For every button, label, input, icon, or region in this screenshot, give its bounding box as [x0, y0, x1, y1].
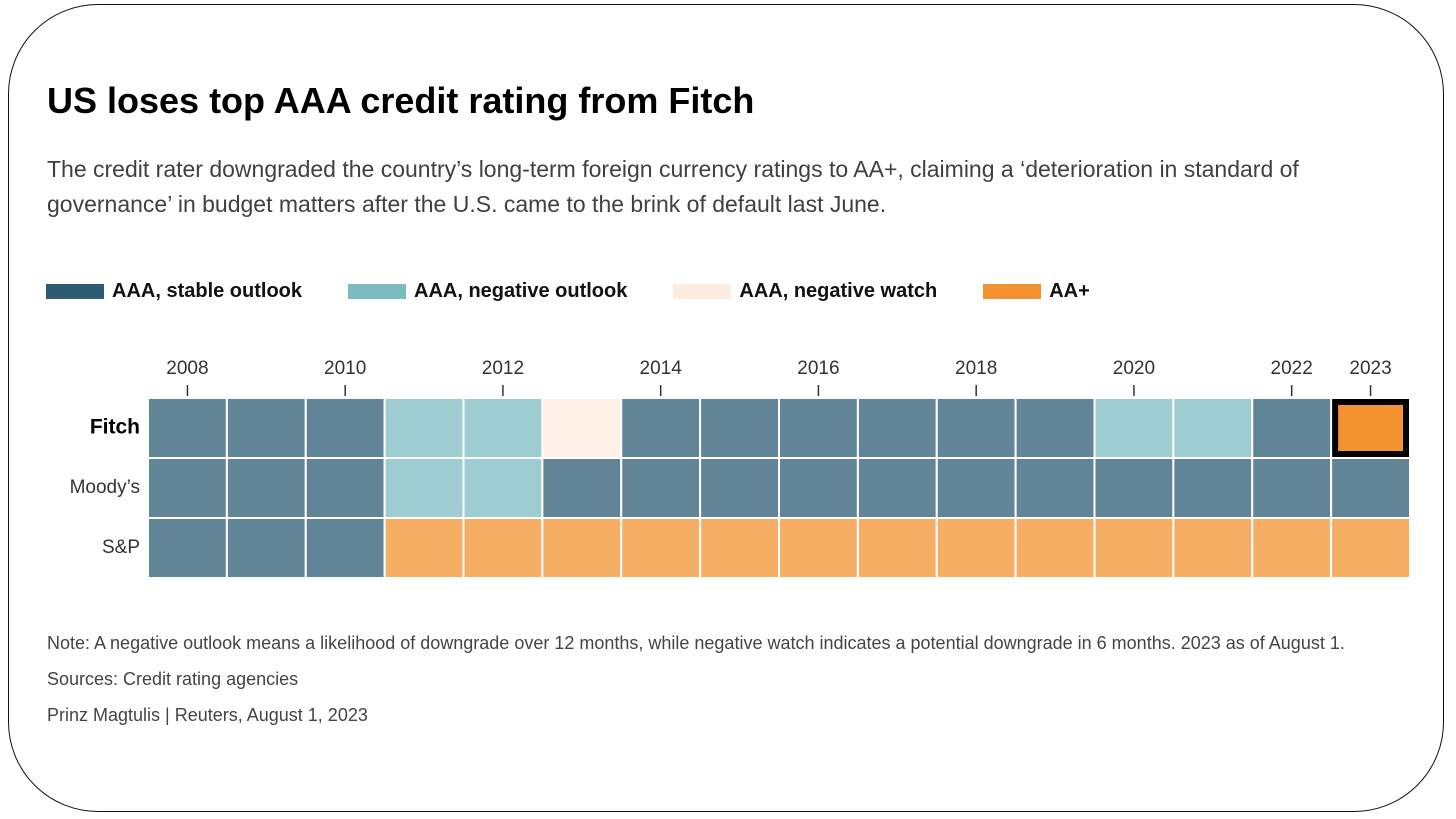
chart: 2008 2010 2012 2014 2016 2018 2020 2022 2023 Fitc… [70, 358, 1411, 579]
heat-cell [304, 457, 386, 519]
heat-cell [383, 517, 465, 579]
heat-cell [462, 457, 544, 519]
note-text: Note: A negative outlook means a likelih… [47, 633, 1345, 653]
heat-cell [1014, 457, 1096, 519]
x-tick-label: 2014 [640, 358, 683, 379]
chart-title: US loses top AAA credit rating from Fitc… [47, 80, 755, 121]
heat-cell [699, 397, 780, 459]
row-label: S&P [102, 537, 140, 558]
chart-subtitle: The credit rater downgraded the country’… [47, 156, 1299, 217]
heat-cell [225, 517, 307, 579]
heat-cell [778, 457, 859, 519]
heat-cell [856, 517, 938, 579]
note-text: Prinz Magtulis | Reuters, August 1, 2023 [47, 705, 368, 725]
heat-cell [304, 397, 386, 459]
legend-label: AAA, negative outlook [414, 280, 628, 302]
legend-item: AA+ [983, 280, 1090, 303]
heat-cell [383, 457, 465, 519]
heat-cell [699, 457, 780, 519]
heat-cell [1251, 457, 1333, 519]
heat-cell [383, 397, 465, 459]
x-tick-label: 2023 [1349, 358, 1391, 379]
heat-cell [935, 397, 1017, 459]
heat-cell [1093, 457, 1175, 519]
heat-cell [856, 397, 938, 459]
heat-cell [1330, 517, 1411, 579]
x-tick-label: 2012 [482, 358, 524, 379]
heat-cell [541, 517, 623, 579]
notes: Note: A negative outlook means a likelih… [47, 630, 1407, 738]
heat-cell [541, 457, 623, 519]
legend-item: AAA, negative watch [673, 280, 937, 303]
heat-cell [1014, 517, 1096, 579]
heat-cell [620, 517, 702, 579]
heat-cell [1172, 457, 1254, 519]
heat-cell [1093, 517, 1175, 579]
heat-cell [1332, 399, 1409, 457]
legend-swatch [46, 284, 104, 299]
heat-cell [1093, 397, 1175, 459]
heat-cell [304, 517, 386, 579]
heat-cell [1330, 457, 1411, 519]
heat-cell [462, 517, 544, 579]
heat-cell [1172, 517, 1254, 579]
heat-cell [1251, 517, 1333, 579]
heat-cell [225, 397, 307, 459]
note-text: Sources: Credit rating agencies [47, 669, 299, 689]
legend-swatch [348, 284, 407, 299]
legend-swatch [983, 284, 1042, 299]
heat-cell [778, 517, 859, 579]
card-border [8, 4, 1444, 812]
x-tick-label: 2018 [955, 358, 997, 379]
row-label: Fitch [90, 416, 140, 439]
legend-item: AAA, stable outlook [46, 280, 302, 303]
heat-cell [778, 397, 859, 459]
heat-cell [1014, 397, 1096, 459]
heat-cell [620, 457, 702, 519]
heat-cell [147, 397, 228, 459]
heat-cell [935, 457, 1017, 519]
legend-label: AA+ [1049, 280, 1090, 302]
row-label: Moody’s [70, 477, 140, 498]
heat-cell [147, 457, 228, 519]
heat-cell [699, 517, 780, 579]
x-tick-label: 2022 [1271, 358, 1313, 379]
heat-cell [620, 397, 702, 459]
x-tick-label: 2010 [324, 358, 366, 379]
heat-cell [1172, 397, 1254, 459]
heat-cell [856, 457, 938, 519]
x-tick-label: 2020 [1113, 358, 1155, 379]
heat-cell [147, 517, 228, 579]
legend-label: AAA, negative watch [739, 280, 938, 302]
heat-cell [935, 517, 1017, 579]
heat-cell [541, 397, 623, 459]
legend-label: AAA, stable outlook [112, 280, 303, 302]
legend: AAA, stable outlook AAA, negative outlook… [46, 280, 1090, 303]
x-tick-label: 2016 [797, 358, 839, 379]
x-tick-label: 2008 [166, 358, 208, 379]
heat-cell [462, 397, 544, 459]
heat-cell [1251, 397, 1333, 459]
legend-item: AAA, negative outlook [348, 280, 627, 303]
legend-swatch [673, 284, 732, 299]
heat-cell [225, 457, 307, 519]
